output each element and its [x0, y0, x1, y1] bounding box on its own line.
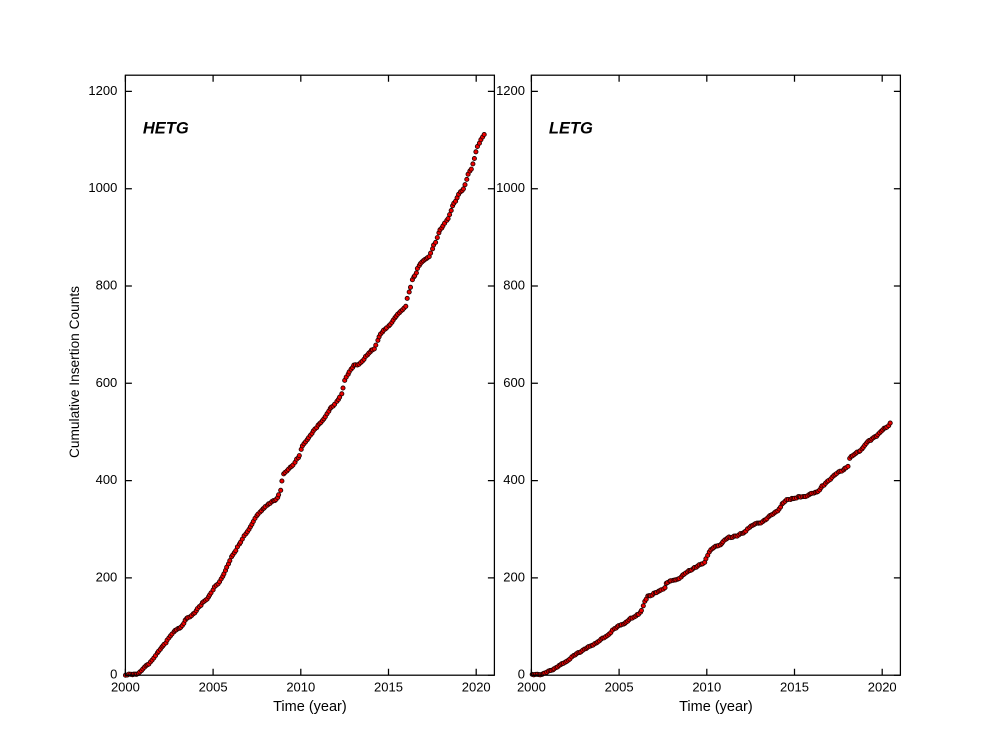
svg-text:600: 600	[503, 375, 525, 390]
svg-text:HETG: HETG	[143, 120, 189, 138]
svg-text:200: 200	[96, 569, 118, 584]
svg-text:600: 600	[96, 375, 118, 390]
svg-text:2010: 2010	[286, 680, 315, 695]
svg-text:1000: 1000	[496, 180, 525, 195]
svg-text:2020: 2020	[868, 680, 897, 695]
svg-text:800: 800	[503, 278, 525, 293]
svg-text:400: 400	[96, 472, 118, 487]
svg-text:2020: 2020	[462, 680, 491, 695]
svg-text:0: 0	[518, 667, 525, 682]
svg-text:Time (year): Time (year)	[273, 699, 347, 715]
svg-text:Cumulative Insertion Counts: Cumulative Insertion Counts	[67, 286, 82, 458]
svg-text:1200: 1200	[88, 83, 117, 98]
svg-text:800: 800	[96, 278, 118, 293]
svg-text:2000: 2000	[517, 680, 546, 695]
svg-text:2005: 2005	[199, 680, 228, 695]
svg-text:LETG: LETG	[549, 120, 593, 138]
svg-text:2015: 2015	[374, 680, 403, 695]
svg-text:1200: 1200	[496, 83, 525, 98]
svg-text:2015: 2015	[780, 680, 809, 695]
svg-text:400: 400	[503, 472, 525, 487]
svg-text:0: 0	[110, 667, 117, 682]
svg-text:2010: 2010	[692, 680, 721, 695]
svg-text:2000: 2000	[111, 680, 140, 695]
svg-text:2005: 2005	[605, 680, 634, 695]
svg-text:Time (year): Time (year)	[679, 699, 753, 715]
svg-text:1000: 1000	[88, 180, 117, 195]
svg-text:200: 200	[503, 569, 525, 584]
